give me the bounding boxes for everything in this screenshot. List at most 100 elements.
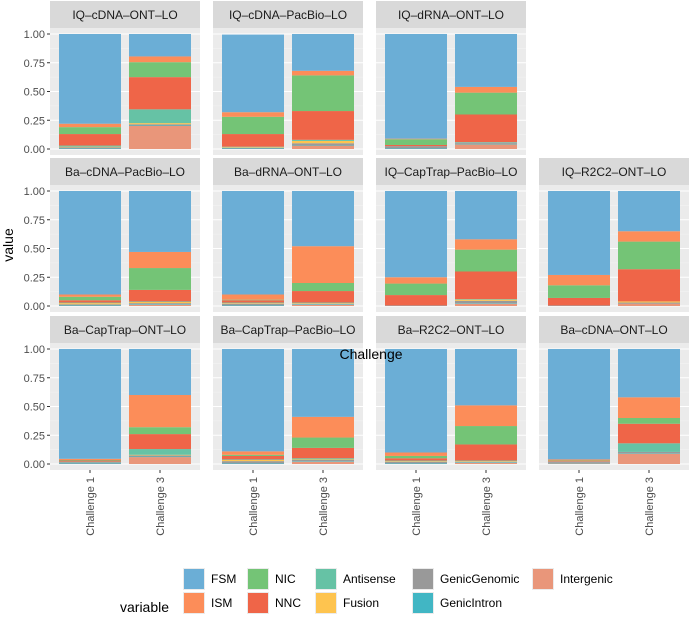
bar-segment-fsm [222, 349, 284, 452]
bar-challenge-3 [129, 349, 191, 464]
facet-strip [539, 158, 689, 185]
bar-segment-intergenic [292, 304, 354, 306]
bar-segment-antisense [59, 145, 121, 147]
y-tick-label: 0.00 [24, 144, 45, 156]
x-tick-label: Challenge 1 [248, 477, 260, 536]
x-tick-label: Challenge 3 [644, 477, 656, 536]
bar-segment-intergenic [292, 145, 354, 149]
bar-segment-nic [129, 427, 191, 435]
bar-segment-fusion [222, 147, 284, 148]
facet-title: IQ–CapTrap–PacBio–LO [385, 165, 518, 179]
bar-segment-fusion [385, 461, 447, 462]
facet-panel-ba-drna-ont-lo: Ba–dRNA–ONT–LO [213, 158, 363, 312]
bar-segment-fsm [385, 191, 447, 278]
bar-segment-fsm [129, 34, 191, 57]
legend-label: NNC [275, 596, 301, 610]
bar-challenge-1 [548, 349, 610, 464]
x-tick-label: Challenge 3 [155, 477, 167, 536]
bar-segment-nic [59, 127, 121, 135]
bar-segment-antisense [292, 139, 354, 141]
legend-swatch [184, 593, 204, 613]
bar-segment-nic [618, 418, 680, 424]
legend-swatch [413, 569, 433, 589]
bar-segment-genicgenomic [385, 461, 447, 464]
bar-segment-genicintron [292, 304, 354, 305]
bar-segment-intergenic [455, 144, 517, 149]
bar-challenge-3 [292, 34, 354, 149]
bar-challenge-1 [548, 191, 610, 306]
y-tick-label: 1.00 [24, 29, 45, 41]
bar-segment-fsm [385, 349, 447, 453]
facet-title: Ba–cDNA–ONT–LO [560, 323, 667, 337]
y-tick-label: 0.25 [24, 430, 45, 442]
bar-segment-antisense [222, 459, 284, 460]
bar-segment-ism [59, 123, 121, 128]
bar-segment-genicintron [618, 453, 680, 454]
bar-segment-ism [292, 416, 354, 438]
bar-segment-ism [59, 294, 121, 297]
bar-segment-genicgenomic [455, 300, 517, 304]
bar-challenge-1 [59, 349, 121, 464]
bar-segment-ism [385, 277, 447, 284]
facet-title: Ba–R2C2–ONT–LO [398, 323, 505, 337]
facet-panel-ba-cdna-pacbio-lo: Ba–cDNA–PacBio–LO 0.00 0.25 0.50 0.75 1.00 [24, 158, 200, 313]
bar-challenge-3 [455, 349, 517, 464]
x-tick-label: Challenge 1 [574, 477, 586, 536]
bar-segment-nnc [618, 423, 680, 444]
legend-swatch [248, 569, 268, 589]
bar-segment-antisense [129, 301, 191, 302]
bar-segment-nnc [59, 300, 121, 303]
bar-segment-genicgenomic [455, 142, 517, 144]
bar-challenge-3 [455, 191, 517, 306]
bar-segment-genicgenomic [129, 124, 191, 126]
bar-challenge-1 [385, 349, 447, 464]
facet-panel-ba-r2c2-ont-lo: Ba–R2C2–ONT–LO Challenge 1 Challenge 3 [376, 316, 526, 536]
bar-challenge-3 [618, 349, 680, 464]
bar-segment-genicgenomic [455, 461, 517, 463]
legend-swatch [248, 593, 268, 613]
bar-challenge-3 [129, 34, 191, 149]
facet-strip [213, 158, 363, 185]
bar-segment-fsm [618, 191, 680, 232]
bar-segment-ism [455, 405, 517, 427]
bar-segment-antisense [59, 302, 121, 304]
legend-item-antisense: Antisense [315, 568, 396, 590]
bar-segment-genicintron [59, 148, 121, 149]
legend-label: GenicGenomic [440, 572, 519, 586]
bar-segment-intergenic [618, 453, 680, 464]
bar-segment-fsm [129, 349, 191, 395]
bar-segment-nnc [222, 455, 284, 460]
facet-strip [376, 316, 526, 343]
bar-segment-intergenic [455, 462, 517, 464]
bar-segment-fsm [59, 34, 121, 124]
legend-item-ism: ISM [183, 592, 232, 614]
panels-layer: IQ–cDNA–ONT–LO0.000.250.500.751.00IQ–cDN… [24, 1, 689, 536]
bar-segment-nic [222, 454, 284, 456]
bar-challenge-1 [385, 191, 447, 306]
y-axis-title: value [0, 228, 16, 262]
bar-segment-fsm [129, 191, 191, 252]
y-tick-label: 0.75 [24, 215, 45, 227]
bar-segment-genicintron [455, 462, 517, 463]
bar-segment-nnc [292, 447, 354, 459]
bar-segment-nnc [222, 134, 284, 147]
bar-segment-genicgenomic [222, 303, 284, 306]
facet-strip [50, 316, 200, 343]
bar-segment-nic [385, 455, 447, 459]
bar-segment-genicintron [222, 305, 284, 306]
bar-segment-fsm [455, 34, 517, 87]
legend-item-intergenic: Intergenic [532, 568, 613, 590]
bar-challenge-3 [618, 191, 680, 306]
y-tick-label: 0.00 [24, 459, 45, 471]
bar-segment-nic [222, 299, 284, 301]
bar-segment-genicintron [129, 456, 191, 458]
y-tick-label: 0.75 [24, 58, 45, 70]
bar-segment-nnc [129, 77, 191, 110]
bar-segment-ism [618, 231, 680, 242]
bar-segment-ism [222, 112, 284, 117]
bar-segment-intergenic [548, 463, 610, 464]
bar-segment-nnc [59, 460, 121, 462]
bar-segment-intergenic [455, 303, 517, 306]
legend-item-genicgenomic: GenicGenomic [412, 568, 519, 590]
bar-segment-ism [455, 86, 517, 93]
